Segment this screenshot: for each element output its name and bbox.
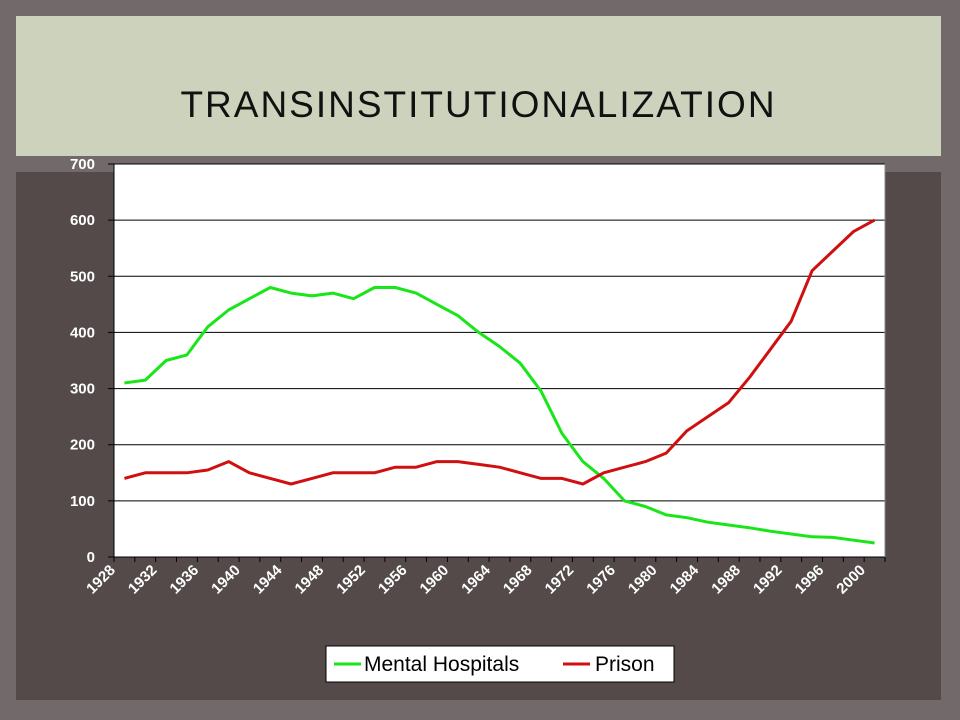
x-tick-label: 1948 bbox=[292, 562, 328, 598]
x-tick-label: 1928 bbox=[83, 562, 119, 598]
y-tick-label: 500 bbox=[70, 268, 95, 285]
y-tick-label: 600 bbox=[70, 212, 95, 229]
x-tick-label: 1932 bbox=[125, 562, 161, 598]
y-tick-label: 700 bbox=[70, 156, 95, 173]
x-tick-label: 1952 bbox=[333, 562, 369, 598]
x-tick-label: 1980 bbox=[625, 562, 661, 598]
x-tick-label: 1940 bbox=[208, 562, 244, 598]
y-tick-label: 300 bbox=[70, 381, 95, 398]
legend-label: Prison bbox=[595, 653, 655, 676]
x-axis-ticks: 1928 1932 1936 1940 1944 1948 1952 1956 1960 1964… bbox=[83, 557, 886, 598]
legend-label: Mental Hospitals bbox=[364, 653, 519, 676]
y-tick-label: 0 bbox=[87, 549, 95, 566]
x-tick-label: 1956 bbox=[375, 562, 411, 598]
x-tick-label: 2000 bbox=[833, 562, 869, 598]
series-line-prison bbox=[124, 218, 876, 486]
x-tick-label: 1992 bbox=[750, 562, 786, 598]
series-line-mental-hospitals bbox=[124, 286, 875, 545]
x-tick-label: 1976 bbox=[583, 562, 619, 598]
y-tick-label: 100 bbox=[70, 493, 95, 510]
x-tick-label: 1988 bbox=[708, 562, 744, 598]
slide-title: TRANSINSTITUTIONALIZATION bbox=[180, 84, 777, 125]
title-band: TRANSINSTITUTIONALIZATION bbox=[16, 16, 941, 156]
y-tick-label: 200 bbox=[70, 437, 95, 454]
y-axis-ticks: 0 100 200 300 400 500 600 700 bbox=[70, 156, 114, 566]
x-tick-label: 1960 bbox=[417, 562, 453, 598]
chart-legend: Mental Hospitals Prison bbox=[325, 645, 675, 683]
legend-box bbox=[325, 645, 675, 683]
x-tick-label: 1984 bbox=[667, 561, 703, 597]
gridlines bbox=[114, 163, 885, 502]
x-tick-label: 1944 bbox=[250, 561, 286, 597]
y-tick-label: 400 bbox=[70, 324, 95, 341]
axes bbox=[113, 164, 886, 558]
series-lines bbox=[124, 218, 876, 545]
x-tick-label: 1996 bbox=[792, 562, 828, 598]
x-tick-label: 1936 bbox=[167, 562, 203, 598]
x-tick-label: 1968 bbox=[500, 562, 536, 598]
x-tick-label: 1964 bbox=[458, 561, 494, 597]
plot-area bbox=[114, 164, 885, 557]
x-tick-label: 1972 bbox=[542, 562, 578, 598]
